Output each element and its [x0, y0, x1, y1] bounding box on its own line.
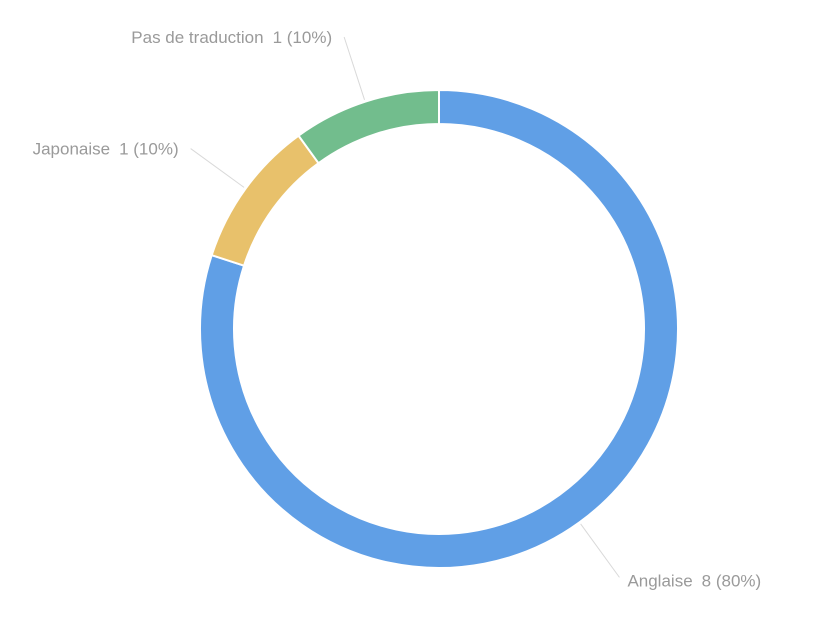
- leader-line: [343, 36, 366, 100]
- leader-line: [580, 523, 620, 578]
- slice-value: 1 (10%): [273, 29, 333, 48]
- slice-label: Pas de traduction 1 (10%): [131, 29, 332, 48]
- donut-slice: [199, 88, 679, 569]
- slice-label: Japonaise 1 (10%): [33, 140, 179, 159]
- slice-name: Anglaise: [627, 572, 692, 591]
- slice-value: 1 (10%): [119, 140, 179, 159]
- donut-slice: [210, 134, 320, 267]
- slice-name: Pas de traduction: [131, 29, 263, 48]
- slice-label: Anglaise 8 (80%): [627, 572, 761, 591]
- slice-name: Japonaise: [33, 140, 111, 159]
- slice-value: 8 (80%): [702, 572, 762, 591]
- leader-line: [190, 148, 245, 188]
- donut-slice: [297, 88, 440, 165]
